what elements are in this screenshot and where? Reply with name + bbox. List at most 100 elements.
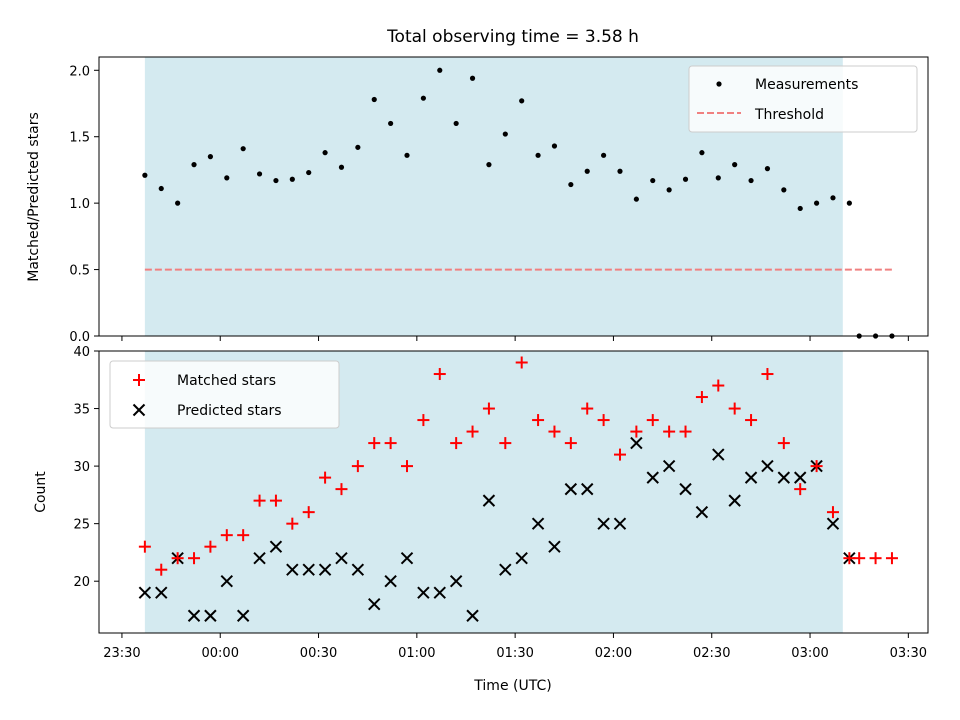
predicted-point [548,540,561,553]
measurement-point [437,67,443,73]
measurement-point [781,187,787,193]
matched-point [869,552,882,565]
measurement-point [617,168,623,174]
predicted-point [794,471,807,484]
measurement-point [764,166,771,172]
matched-point [695,391,708,404]
matched-point [794,483,807,496]
measurement-point [175,200,181,206]
predicted-point [204,609,217,622]
measurement-point [650,177,656,184]
predicted-point [630,436,643,450]
predicted-point [646,471,659,484]
predicted-point [220,574,233,588]
bottom-y-tick-label: 35 [73,403,90,418]
matched-point [853,552,866,565]
matched-point [171,552,184,565]
top-y-axis: 0.0 0.5 1.0 1.5 2.0 [69,64,99,345]
measurement-point [584,168,590,174]
bottom-y-axis-label: Count [33,471,49,513]
top-x-ticks [121,336,909,341]
predicted-point [712,448,725,461]
measurement-point [682,176,689,182]
predicted-point [318,563,332,576]
predicted-point [597,517,610,530]
matched-point [581,402,594,415]
bottom-y-axis: 20 25 30 35 40 [73,345,99,590]
predicted-point [368,598,381,611]
measurement-point [699,150,705,156]
matched-point [433,368,446,381]
predicted-point [417,586,430,599]
matched-point [368,437,381,450]
predicted-point [679,482,692,496]
predicted-point [695,505,709,519]
measurement-point [732,162,738,168]
measurement-point [191,162,197,168]
matched-point [548,425,561,438]
predicted-point [187,609,201,622]
x-axis-label: Time (UTC) [473,678,551,694]
matched-point [384,437,397,450]
measurement-point [633,196,639,202]
matched-point [745,414,758,427]
bottom-panel: 20 25 30 35 40 23:30 00:00 00:30 01:00 01:30 02:0… [33,345,929,694]
matched-point [564,437,577,450]
measurement-point [486,162,492,168]
predicted-point [400,551,414,565]
predicted-point [826,517,840,530]
matched-point [499,437,512,450]
x-tick-label: 02:30 [693,646,730,661]
measurement-point [453,120,459,127]
x-tick-label: 00:30 [300,646,337,661]
chart-title: Total observing time = 3.58 h [386,27,639,47]
x-tick-label: 03:30 [890,646,927,661]
predicted-point [384,574,397,588]
top-y-tick-label: 0.5 [69,264,90,279]
matched-point [269,494,282,507]
predicted-point [466,609,479,622]
legend-label-matched: Matched stars [177,373,276,389]
matched-point [826,506,839,519]
legend-x-marker [132,403,146,417]
legend-label-predicted: Predicted stars [177,403,282,419]
measurement-point [551,143,558,149]
predicted-point [335,551,348,565]
matched-point [630,425,643,438]
top-y-tick-label: 1.5 [69,131,90,146]
measurement-point [388,120,394,127]
predicted-point [302,563,315,576]
matched-point [728,402,741,415]
matched-point [663,425,676,438]
measurement-point [371,96,377,103]
top-y-tick-label: 2.0 [69,64,90,79]
bottom-x-axis: 23:30 00:00 00:30 01:00 01:30 02:00 02:30 03:00… [103,633,927,661]
predicted-point [433,586,446,599]
matched-point [138,540,151,553]
measurement-point [535,152,541,158]
matched-point [532,414,545,427]
predicted-point [515,551,528,565]
legend-label-measurements: Measurements [755,77,858,93]
measurement-point [256,171,263,177]
predicted-point [286,563,299,576]
predicted-point [253,551,266,565]
matched-point [286,517,299,530]
matched-point [777,437,790,450]
count-points [138,356,898,622]
matched-point [597,414,610,427]
measurement-point [666,187,672,193]
predicted-point [499,563,512,576]
predicted-point [728,494,741,507]
top-panel: 0.00.51.01.52.0 Matched/Predicted stars … [26,56,929,345]
predicted-point [581,482,594,496]
x-tick-label: 00:00 [202,646,239,661]
x-tick-label: 01:00 [398,646,435,661]
measurement-point [240,146,246,152]
measurement-point [420,95,426,101]
top-y-axis-label: Matched/Predicted stars [26,112,42,282]
legend-dot-marker [716,81,722,87]
measurement-point [797,205,803,212]
measurement-point [273,177,279,184]
